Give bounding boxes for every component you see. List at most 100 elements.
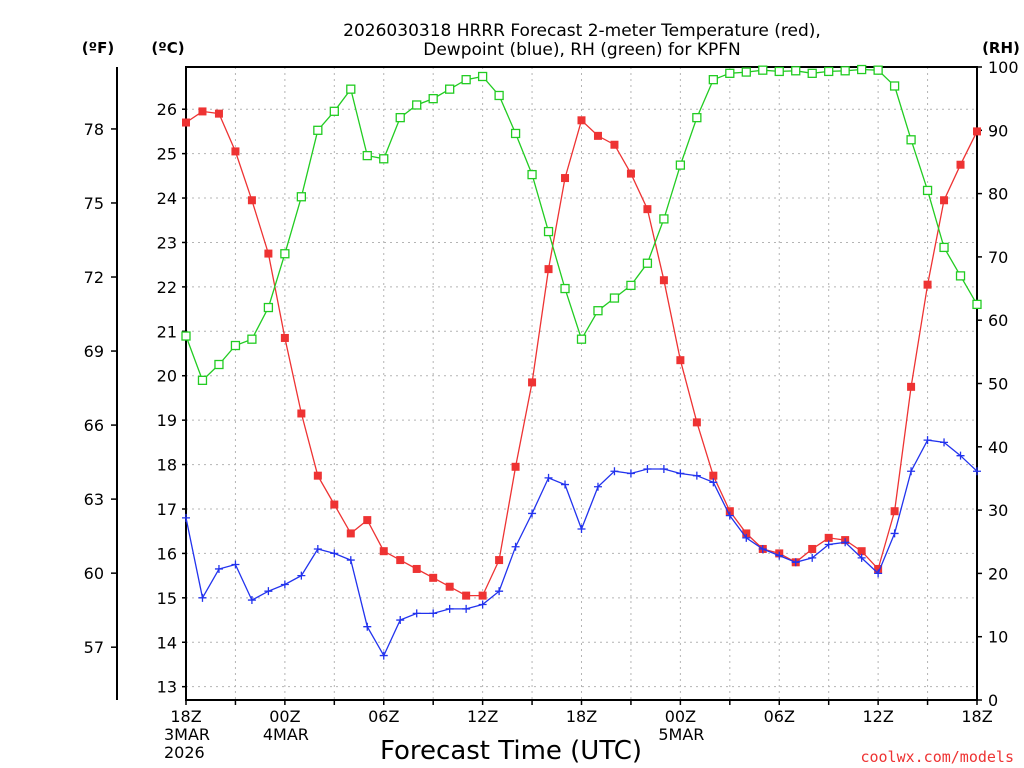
- data-point: [231, 560, 240, 569]
- data-point: [889, 81, 900, 91]
- data-point: [626, 280, 636, 291]
- fahrenheit-tick-label: 72: [84, 268, 104, 287]
- data-point: [412, 564, 421, 573]
- data-point: [874, 564, 883, 573]
- data-point: [577, 524, 586, 533]
- time-tick-label: 4MAR: [263, 725, 309, 744]
- data-point: [873, 65, 883, 75]
- data-point: [857, 547, 866, 556]
- data-point: [313, 544, 322, 553]
- data-point: [791, 558, 800, 567]
- data-point: [560, 283, 570, 294]
- time-tick-label: 18Z: [566, 707, 597, 726]
- data-point: [198, 107, 207, 116]
- rh-tick-label: 20: [988, 564, 1008, 583]
- data-point: [528, 509, 537, 518]
- fahrenheit-tick-label: 57: [84, 638, 104, 657]
- data-point: [346, 556, 355, 565]
- data-point: [543, 226, 554, 237]
- data-point: [495, 556, 504, 565]
- celsius-tick-label: 19: [157, 411, 177, 430]
- data-point: [395, 112, 405, 123]
- data-point: [561, 480, 570, 489]
- data-point: [396, 556, 405, 565]
- data-point: [676, 356, 685, 365]
- data-point: [330, 500, 339, 509]
- data-point: [659, 465, 668, 474]
- time-tick-label: 06Z: [368, 707, 399, 726]
- x-axis-title: Forecast Time (UTC): [380, 736, 642, 766]
- data-point: [495, 587, 504, 596]
- time-tick-label: 2026: [164, 743, 205, 762]
- data-point: [708, 75, 718, 85]
- rh-tick-label: 0: [988, 691, 998, 710]
- data-point: [807, 68, 817, 78]
- data-point: [544, 265, 553, 274]
- data-point: [346, 529, 355, 538]
- fahrenheit-tick-label: 60: [84, 564, 104, 583]
- rh-tick-label: 100: [988, 58, 1019, 77]
- data-point: [906, 135, 916, 145]
- celsius-tick-label: 23: [157, 233, 177, 252]
- data-point: [429, 573, 438, 582]
- data-point: [972, 299, 982, 310]
- data-point: [692, 471, 701, 480]
- rh-tick-label: 50: [988, 375, 1008, 394]
- celsius-tick-label: 15: [157, 589, 177, 608]
- data-point: [462, 591, 471, 600]
- rh-tick-label: 70: [988, 248, 1008, 267]
- data-point: [609, 293, 620, 303]
- data-point: [593, 131, 602, 140]
- time-tick-label: 12Z: [467, 707, 498, 726]
- rh-tick-label: 90: [988, 121, 1008, 140]
- data-point: [429, 609, 438, 618]
- data-point: [857, 553, 866, 562]
- time-tick-label: 06Z: [764, 707, 795, 726]
- data-point: [462, 604, 471, 613]
- data-point: [692, 418, 701, 427]
- data-point: [890, 529, 899, 538]
- plot-frame: [185, 66, 978, 701]
- data-point: [939, 242, 949, 253]
- data-point: [264, 587, 273, 596]
- data-point: [511, 462, 520, 471]
- rh-axis: 0 10 20 30 40 50 60 70 80 90 100: [977, 58, 1019, 710]
- celsius-unit-label: (ºC): [151, 39, 184, 57]
- data-point: [642, 258, 653, 268]
- data-point: [659, 276, 668, 285]
- data-point: [643, 205, 652, 214]
- data-point: [297, 409, 306, 418]
- data-point: [758, 544, 767, 553]
- data-point: [362, 150, 372, 161]
- celsius-tick-label: 26: [157, 100, 177, 119]
- fahrenheit-tick-label: 78: [84, 120, 104, 139]
- data-point: [214, 359, 224, 370]
- data-point: [956, 451, 965, 460]
- data-point: [692, 112, 702, 123]
- time-tick-label: 00Z: [269, 707, 300, 726]
- data-point: [577, 116, 586, 125]
- data-point: [280, 580, 289, 589]
- data-point: [742, 533, 751, 542]
- data-point: [741, 67, 751, 77]
- data-point: [264, 249, 273, 258]
- time-tick-label: 5MAR: [658, 725, 704, 744]
- data-point: [198, 593, 207, 602]
- data-point: [247, 196, 256, 205]
- data-point: [676, 469, 685, 478]
- data-point: [412, 609, 421, 618]
- data-point: [561, 174, 570, 183]
- data-point: [774, 66, 784, 77]
- data-point: [329, 106, 339, 116]
- data-point: [280, 249, 290, 259]
- data-point: [511, 542, 520, 551]
- data-point: [758, 65, 768, 75]
- celsius-tick-label: 21: [157, 322, 177, 341]
- data-point: [709, 471, 718, 480]
- fahrenheit-tick-label: 63: [84, 490, 104, 509]
- data-point: [940, 196, 949, 205]
- data-point: [973, 127, 981, 136]
- data-point: [478, 591, 487, 600]
- data-point: [528, 378, 537, 387]
